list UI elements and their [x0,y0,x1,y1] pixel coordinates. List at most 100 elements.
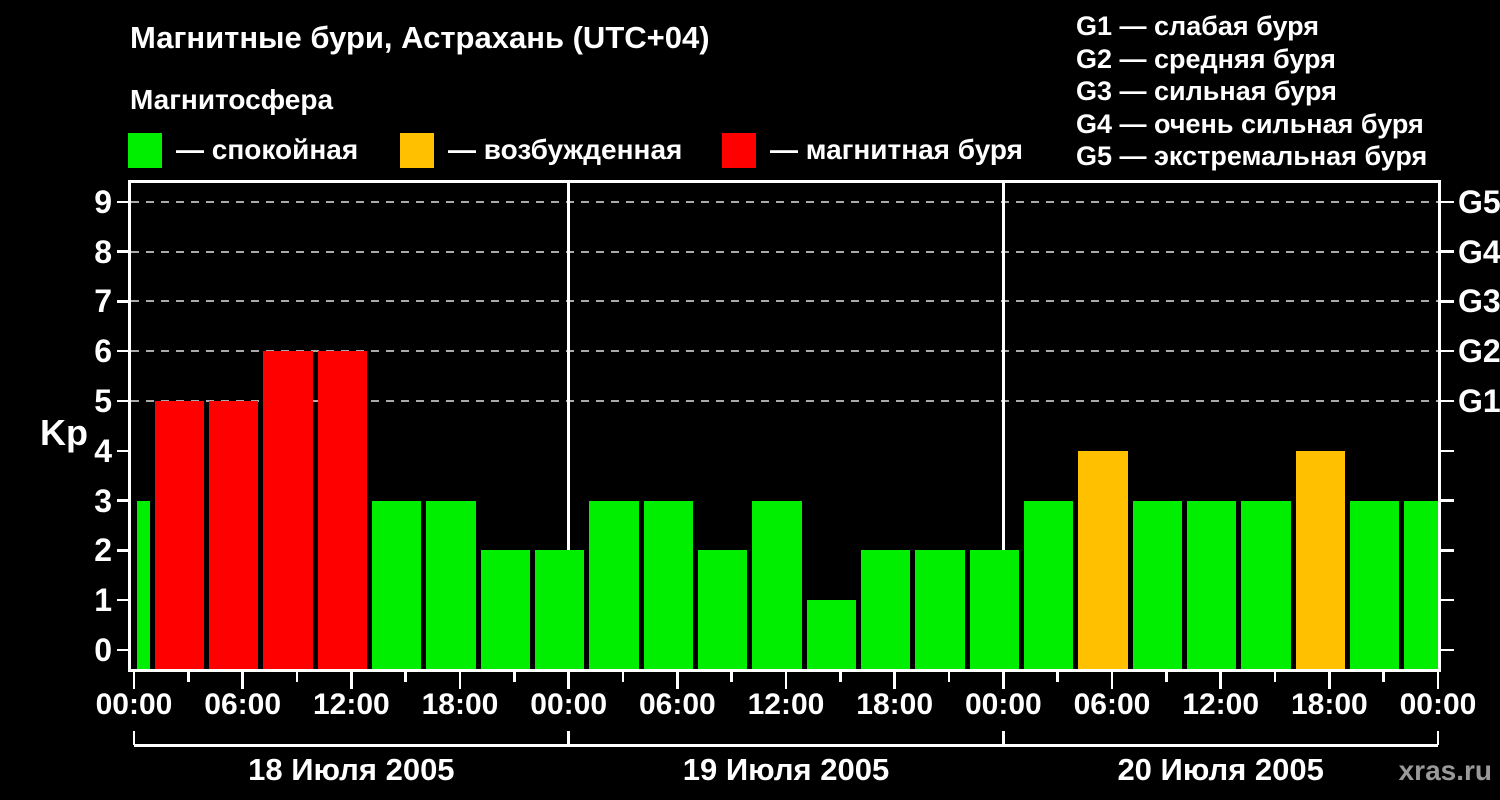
x-tick-label: 06:00 [204,688,282,721]
kp-bar-quiet-kp3 [426,500,476,669]
x-axis-minor-tick [1273,672,1277,682]
x-axis-minor-tick [621,672,625,682]
kp-bar-storm-kp5 [154,401,204,669]
x-tick-label: 00:00 [530,688,608,721]
kp-bar-quiet-kp3 [643,500,693,669]
storm-scale-g2: G2 — средняя буря [1076,43,1336,74]
kp-bar-quiet-kp3 [1404,500,1438,669]
storm-scale-g1: G1 — слабая буря [1076,11,1320,41]
chart-title: Магнитные бури, Астрахань (UTC+04) [130,20,710,55]
right-axis-tick [1441,250,1454,253]
legend-label-excited: — возбужденная [448,134,683,165]
y-axis-tick [117,399,130,403]
y-tick-label: 7 [94,283,112,320]
x-axis-major-tick [458,672,462,689]
x-tick-label: 06:00 [638,688,716,721]
x-axis-minor-tick [839,672,842,682]
y-axis-tick [117,549,130,552]
x-tick-label: 18:00 [856,688,934,721]
x-axis-major-tick [676,672,679,689]
y-tick-label: 2 [94,532,112,569]
g-scale-label-g3: G3 [1458,283,1500,320]
storm-scale-legend: G1 — слабая буря G2 — средняя буря G3 — … [1076,10,1427,173]
x-axis-major-tick [241,672,244,689]
x-axis-minor-tick [295,672,299,682]
day-bracket-tick [1002,731,1005,745]
x-tick-label: 06:00 [1073,688,1151,721]
quiet-color-swatch [128,132,162,168]
kp-bar-storm-kp6 [317,351,367,669]
kp-bar-quiet-kp2 [534,550,585,669]
magnetosphere-subtitle: Магнитосфера [130,84,334,115]
y-tick-label: 4 [94,432,112,469]
y-axis-tick [117,250,130,253]
kp-bar-excited-kp4 [1295,450,1345,669]
x-tick-label: 18:00 [1290,688,1368,721]
x-tick-label: 00:00 [964,688,1042,721]
kp-bar-quiet-kp2 [697,550,748,669]
kp-bar-quiet-kp2 [915,550,965,669]
kp-bar-quiet-kp3 [371,500,422,669]
x-axis-major-tick [132,672,136,689]
plot-area [128,180,1441,672]
day-divider [567,183,570,669]
kp-bar-quiet-kp2 [969,550,1019,669]
kp-bar-storm-kp6 [263,351,313,669]
storm-scale-g4: G4 — очень сильная буря [1076,108,1424,139]
y-axis-tick [117,300,130,303]
legend-item-quiet: — спокойная [128,131,358,169]
excited-color-swatch [400,132,434,168]
kp-bar-quiet-kp1 [806,600,856,669]
legend-item-storm: — магнитная буря [722,131,1023,169]
gridline-kp8 [131,250,1438,253]
x-axis-major-tick [1328,672,1331,689]
y-axis-tick [117,200,130,204]
gridline-kp5 [131,400,1438,402]
x-tick-label: 00:00 [1399,688,1477,721]
g-scale-label-g5: G5 [1458,183,1500,220]
day-label: 18 Июля 2005 [248,752,455,787]
kp-bar-storm-kp5 [208,401,259,669]
right-axis-tick [1441,598,1454,602]
x-axis-minor-tick [730,672,733,682]
y-axis-tick [117,449,130,453]
gridline-kp7 [131,300,1438,303]
day-bracket-tick [1436,731,1440,745]
x-tick-label: 18:00 [421,688,499,721]
kp-bar-quiet-kp3 [752,500,802,669]
x-axis-major-tick [1002,672,1005,689]
y-axis-tick [117,648,130,652]
storm-scale-g5: G5 — экстремальная буря [1076,141,1428,171]
y-tick-label: 8 [94,233,112,270]
g-scale-label-g4: G4 [1458,233,1500,270]
day-divider [1002,183,1005,669]
kp-bar-quiet-kp3 [1023,500,1074,669]
right-axis-tick [1441,549,1454,552]
day-label: 20 Июля 2005 [1117,752,1324,787]
x-axis-major-tick [1436,672,1440,689]
kp-bar-quiet-kp3 [1186,500,1237,669]
x-axis-minor-tick [1382,672,1385,682]
kp-bar-quiet-kp3 [1241,500,1291,669]
x-axis-minor-tick [187,672,190,682]
y-tick-label: 1 [94,582,112,619]
x-axis-major-tick [567,672,570,689]
y-tick-label: 0 [94,632,112,668]
right-axis-tick [1441,200,1454,204]
day-bracket-tick [567,731,570,745]
kp-bar-quiet-kp2 [480,550,530,669]
y-tick-label: 9 [94,183,112,220]
x-axis-minor-tick [1056,672,1059,682]
legend-item-excited: — возбужденная [400,131,682,169]
kp-bar-quiet-kp3 [136,500,150,669]
x-axis-major-tick [1110,672,1114,689]
x-axis-minor-tick [947,672,951,682]
legend-label-quiet: — спокойная [176,134,359,165]
y-tick-label: 3 [94,482,112,519]
right-axis-tick [1441,300,1454,303]
right-axis-tick [1441,449,1454,453]
x-tick-label: 12:00 [312,688,390,721]
x-tick-label: 12:00 [747,688,825,721]
x-axis-major-tick [350,672,353,689]
